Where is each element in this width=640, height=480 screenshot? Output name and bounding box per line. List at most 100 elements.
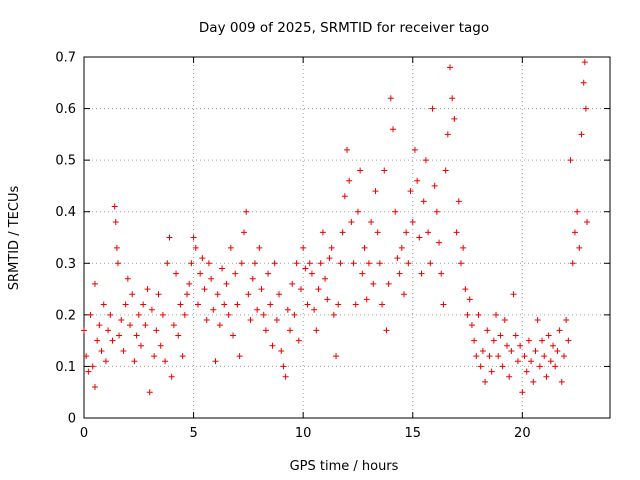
data-point [232,270,239,277]
data-point [578,131,585,138]
data-point [514,358,521,365]
data-point [431,182,438,189]
data-point [326,255,333,262]
data-point [157,342,164,349]
data-point [468,322,475,329]
y-tick-label: 0.6 [55,102,76,117]
data-point [493,311,500,318]
data-point [96,322,103,329]
data-point [503,342,510,349]
y-axis-label: SRMTID / TECUs [7,186,22,291]
data-point [390,126,397,133]
data-point [381,167,388,174]
data-point [107,311,114,318]
data-point [127,322,134,329]
data-point [225,311,232,318]
data-point [482,378,489,385]
data-point [400,291,407,298]
data-point [409,219,416,226]
axis-ticks [83,56,610,419]
data-point [379,301,386,308]
data-point [304,301,311,308]
data-point [137,342,144,349]
data-point [197,270,204,277]
data-point [499,363,506,370]
x-tick-label: 20 [514,426,531,441]
data-point [581,59,588,66]
data-point [89,363,96,370]
data-point [571,229,578,236]
data-point [582,105,589,112]
data-point [534,317,541,324]
data-point [116,332,123,339]
data-point [536,363,543,370]
data-point [291,311,298,318]
data-point [385,280,392,287]
data-point [135,311,142,318]
data-point [308,270,315,277]
x-tick-label: 15 [404,426,421,441]
data-point [510,291,517,298]
data-point [319,229,326,236]
data-point [376,260,383,267]
data-point [83,353,90,360]
data-point [473,353,480,360]
data-point [164,260,171,267]
data-point [238,260,245,267]
data-point [184,291,191,298]
data-point [580,79,587,86]
data-point [159,311,166,318]
data-point [350,260,357,267]
data-point [216,322,223,329]
data-point [100,301,107,308]
data-point [170,322,177,329]
data-point [234,301,241,308]
data-point [230,332,237,339]
data-point [453,229,460,236]
data-point [81,327,87,334]
data-point [284,306,291,313]
data-point [91,384,98,391]
data-point [352,301,359,308]
data-point [547,358,554,365]
data-point [208,275,215,282]
data-point [370,280,377,287]
data-point [411,146,418,153]
data-point [201,286,208,293]
chart-title: Day 009 of 2025, SRMTID for receiver tag… [199,20,489,36]
data-point [539,337,546,344]
data-point [486,353,493,360]
data-point [175,332,182,339]
data-point [212,358,219,365]
data-point [475,311,482,318]
data-point [354,208,361,215]
data-point [341,193,348,200]
data-point [420,198,427,205]
data-point [501,317,508,324]
data-point [545,332,552,339]
data-point [278,347,285,354]
data-point [260,311,267,318]
data-point [166,234,173,241]
x-axis-label: GPS time / hours [290,459,399,474]
data-point [488,368,495,375]
data-point [387,95,394,102]
data-point [383,327,390,334]
data-point [528,358,535,365]
data-point [269,342,276,349]
data-point [142,322,149,329]
data-point [122,301,129,308]
data-point [98,347,105,354]
data-point [490,337,497,344]
data-point [374,229,381,236]
data-point [273,317,280,324]
data-point [129,291,136,298]
data-point [179,353,186,360]
data-point [151,353,158,360]
data-point [569,260,576,267]
data-point [168,373,175,380]
data-point [525,337,532,344]
data-point [574,208,581,215]
data-point [519,389,526,396]
data-point [236,353,243,360]
